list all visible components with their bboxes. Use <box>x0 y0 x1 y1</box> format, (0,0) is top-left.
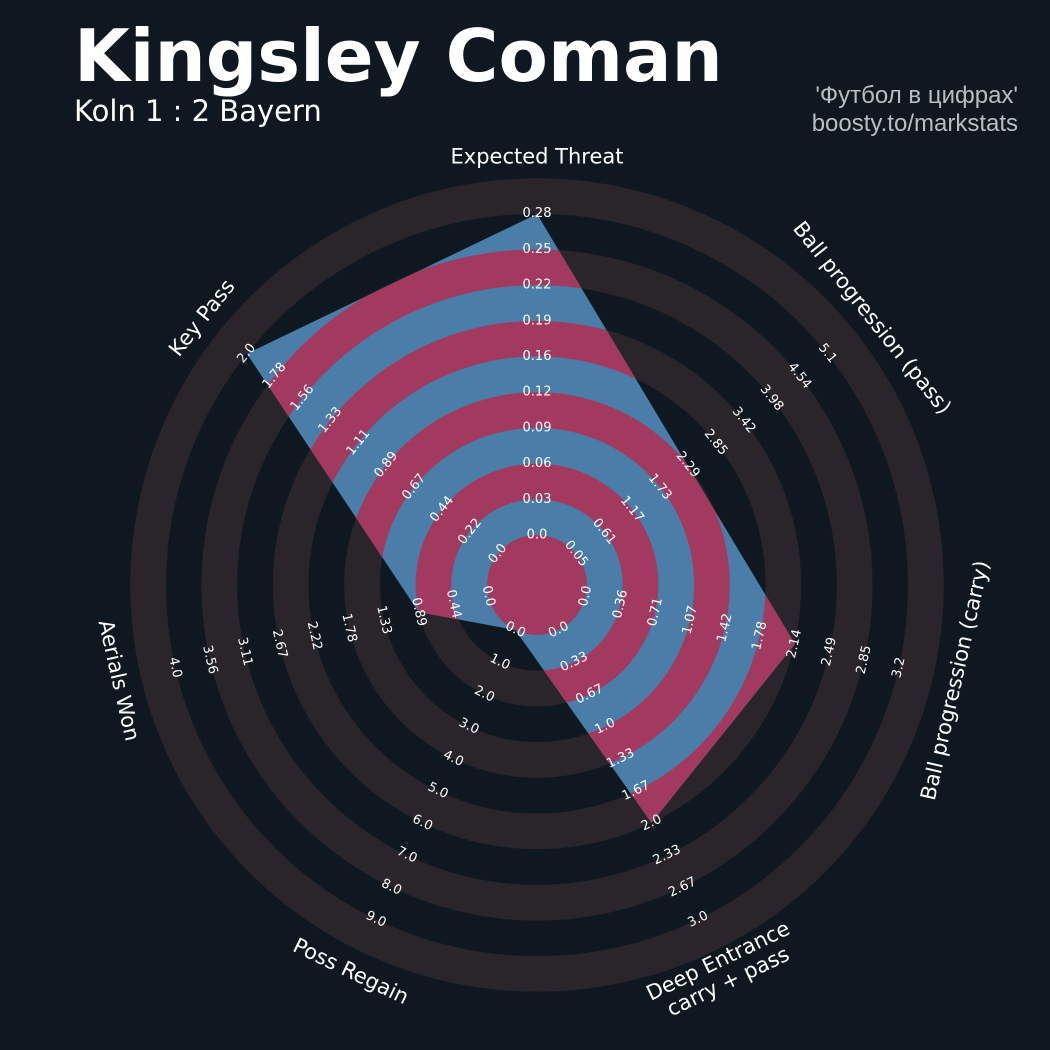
radar-param-label: Expected Threat <box>451 144 624 168</box>
radar-tick-label: 0.0 <box>527 528 548 543</box>
radar-tick-label: 0.19 <box>523 313 552 328</box>
radar-tick-label: 0.16 <box>523 349 552 364</box>
radar-tick-label: 0.28 <box>523 206 552 221</box>
radar-tick-label: 0.09 <box>523 420 552 435</box>
radar-tick-label: 0.06 <box>523 456 552 471</box>
radar-tick-label: 0.22 <box>523 278 552 293</box>
radar-tick-label: 0.03 <box>523 492 552 507</box>
radar-tick-label: 0.12 <box>523 385 552 400</box>
radar-tick-label: 0.25 <box>523 242 552 257</box>
